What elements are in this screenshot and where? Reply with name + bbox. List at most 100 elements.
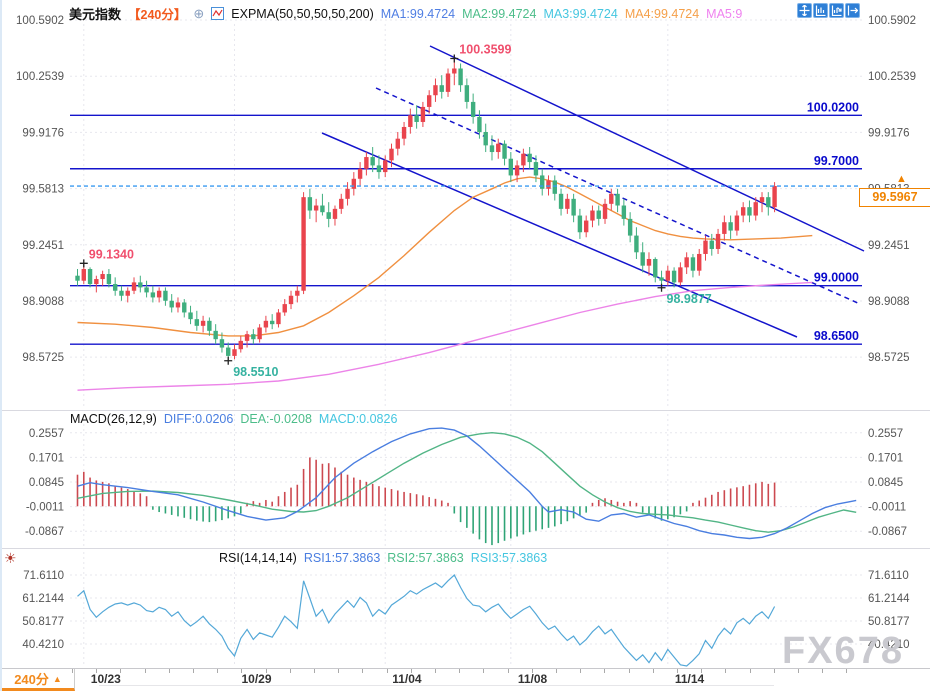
rsi-title: RSI(14,14,14)	[219, 551, 297, 565]
add-indicator-icon[interactable]: ⊕	[193, 5, 205, 21]
price-levels[interactable]: 100.0200 99.7000 99.0000 98.6500	[70, 100, 862, 345]
svg-text:100.5902: 100.5902	[16, 15, 64, 27]
svg-text:40.4210: 40.4210	[868, 639, 910, 651]
period-selector-label: 240分	[14, 672, 49, 687]
time-tick	[193, 669, 194, 673]
svg-text:98.5725: 98.5725	[868, 352, 910, 364]
time-tick	[846, 669, 848, 673]
extreme-label: 99.1340	[89, 247, 134, 261]
time-tick	[556, 669, 557, 673]
time-tick	[96, 669, 98, 673]
time-tick	[773, 669, 775, 673]
svg-text:0.2557: 0.2557	[868, 428, 903, 440]
rsi-line	[77, 574, 776, 667]
svg-text:40.4210: 40.4210	[22, 639, 64, 651]
axis-labels: 100.5902 100.5902 100.2539 100.2539 99.9176 9…	[16, 15, 916, 651]
ma2-value: MA2:99.4724	[462, 6, 537, 21]
period-selector[interactable]: 240分 ▲	[2, 669, 75, 691]
price-tag[interactable]: 99.5967	[859, 188, 930, 207]
time-tick	[459, 669, 461, 673]
time-tick	[725, 669, 727, 673]
ma3-value: MA3:99.4724	[543, 6, 618, 21]
ma1-value: MA1:99.4724	[380, 6, 456, 21]
trendlines[interactable]	[321, 45, 865, 338]
extreme-label: 98.9877	[667, 292, 712, 306]
svg-text:99.9176: 99.9176	[22, 127, 64, 139]
time-tick	[507, 669, 509, 673]
main-panel: 100.020099.700099.000098.650099.1340100.…	[70, 42, 865, 391]
macd-panel	[76, 427, 857, 546]
time-tick	[217, 669, 219, 673]
macd-dea-value: DEA:-0.0208	[240, 412, 312, 426]
svg-text:98.5725: 98.5725	[22, 352, 64, 364]
rsi3-value: RSI3:57.3863	[470, 551, 548, 565]
svg-text:50.8177: 50.8177	[22, 616, 64, 628]
chart-toolbar	[797, 3, 860, 18]
svg-text:0.0845: 0.0845	[29, 477, 64, 489]
price-up-arrow: ▲	[896, 173, 907, 185]
watermark: FX678	[782, 630, 904, 672]
scrollbar-track[interactable]	[99, 685, 774, 686]
extreme-label: 100.3599	[459, 42, 511, 56]
svg-text:71.6110: 71.6110	[23, 570, 64, 582]
time-tick	[314, 669, 315, 673]
rsi1-value: RSI1:57.3863	[303, 551, 381, 565]
time-tick	[265, 669, 267, 673]
level-label: 100.0200	[807, 100, 859, 114]
svg-text:99.5813: 99.5813	[22, 184, 64, 196]
time-tick	[362, 669, 364, 673]
svg-text:0.1701: 0.1701	[29, 452, 64, 464]
svg-text:-0.0867: -0.0867	[25, 526, 64, 538]
time-tick	[749, 669, 751, 673]
date-label: 11/14	[674, 672, 705, 686]
time-tick	[241, 669, 243, 673]
time-tick	[120, 669, 122, 673]
svg-text:100.2539: 100.2539	[16, 71, 64, 83]
extreme-label: 98.5510	[233, 365, 278, 379]
time-tick	[531, 669, 533, 673]
svg-text:99.2451: 99.2451	[22, 240, 64, 252]
time-tick	[604, 669, 606, 673]
rsi2-value: RSI2:57.3863	[387, 551, 464, 565]
time-tick	[483, 669, 485, 673]
rsi-panel	[77, 574, 776, 667]
level-label: 99.7000	[814, 154, 859, 168]
level-label: 98.6500	[814, 329, 859, 343]
panel-divider-main-macd	[2, 410, 930, 411]
time-tick	[338, 669, 340, 673]
svg-text:99.2451: 99.2451	[868, 240, 910, 252]
time-tick	[410, 669, 412, 673]
time-tick	[289, 669, 291, 673]
ma4-value: MA4:99.4724	[624, 6, 700, 21]
axis-range-icon[interactable]	[813, 3, 828, 18]
date-label: 10/23	[90, 672, 121, 686]
svg-text:0.0845: 0.0845	[868, 477, 903, 489]
ma5-value: MA5:9	[706, 6, 743, 21]
time-tick	[386, 669, 388, 673]
crosshair-icon[interactable]	[797, 3, 812, 18]
candlestick-series	[75, 58, 777, 361]
collapse-panel-icon[interactable]	[845, 3, 860, 18]
macd-header: MACD(26,12,9) DIFF:0.0206 DEA:-0.0208 MA…	[70, 412, 397, 426]
svg-text:61.2144: 61.2144	[868, 593, 910, 605]
svg-text:0.2557: 0.2557	[29, 428, 64, 440]
svg-text:99.9176: 99.9176	[868, 127, 910, 139]
date-label: 11/08	[517, 672, 548, 686]
time-tick	[144, 669, 146, 673]
svg-text:98.9088: 98.9088	[868, 296, 910, 308]
indicator-name: EXPMA(50,50,50,50,200)	[231, 6, 374, 21]
panel-divider-macd-rsi	[2, 548, 930, 549]
time-tick	[701, 669, 703, 673]
period-dropdown-arrow-icon: ▲	[52, 673, 62, 684]
date-label: 10/29	[241, 672, 272, 686]
time-tick	[435, 669, 436, 673]
indicator-settings-icon[interactable]: ☀	[4, 550, 17, 566]
time-axis-bar: 240分 ▲ 10/23 10/29 11/04 11/08 11/14	[2, 668, 930, 692]
svg-text:100.2539: 100.2539	[868, 71, 916, 83]
svg-text:98.9088: 98.9088	[22, 296, 64, 308]
axis-settings-icon[interactable]	[829, 3, 844, 18]
macd-hist-value: MACD:0.0826	[318, 412, 398, 426]
date-label: 11/04	[392, 672, 422, 686]
